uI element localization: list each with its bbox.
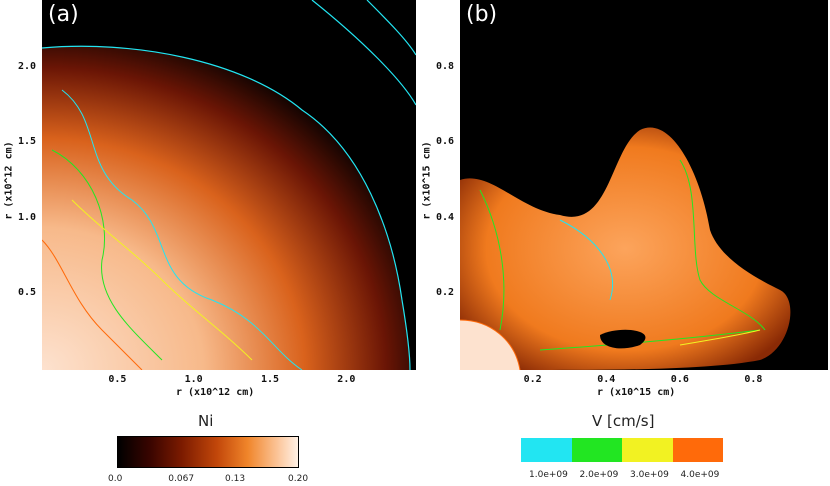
panel-b-field bbox=[460, 0, 828, 370]
y-tick-label: 0.8 bbox=[436, 60, 455, 72]
contour-yellow-b bbox=[679, 329, 761, 346]
x-tick-label: 1.5 bbox=[260, 374, 280, 385]
ni-colorbar-tick-label: 0.20 bbox=[288, 474, 309, 484]
contour-inner-cyan bbox=[61, 89, 303, 370]
panel-b-image: (b) bbox=[460, 0, 828, 370]
velocity-level-swatch bbox=[571, 438, 622, 462]
panel-b-ylabel: r (x10^15 cm) bbox=[421, 141, 433, 220]
y-tick-label: 0.5 bbox=[18, 287, 37, 299]
velocity-legend-title: V [cm/s] bbox=[592, 412, 655, 430]
velocity-level-swatch bbox=[672, 438, 723, 462]
y-tick-label: 0.6 bbox=[436, 136, 455, 148]
x-tick-label: 0.8 bbox=[744, 374, 763, 385]
velocity-legend bbox=[521, 438, 723, 462]
core-contour bbox=[460, 319, 521, 370]
ni-colorbar-title: Ni bbox=[198, 412, 214, 430]
panel-a-xlabel: r (x10^12 cm) bbox=[176, 387, 255, 398]
ejecta-plume bbox=[460, 127, 791, 370]
ejecta-region bbox=[42, 46, 410, 370]
y-tick-label: 0.2 bbox=[436, 287, 455, 299]
panel-b-xlabel: r (x10^15 cm) bbox=[597, 387, 676, 398]
contour-outer bbox=[42, 45, 411, 370]
ni-colorbar-tick-label: 0.067 bbox=[168, 474, 195, 484]
x-tick-label: 0.5 bbox=[108, 374, 127, 385]
panel-a-ylabel: r (x10^12 cm) bbox=[3, 141, 15, 220]
shock-arc-1 bbox=[311, 0, 416, 106]
contour-cyan-b bbox=[559, 219, 614, 301]
velocity-level-swatch bbox=[521, 438, 572, 462]
ni-colorbar-tick-label: 0.0 bbox=[108, 474, 123, 484]
y-tick-label: 2.0 bbox=[18, 60, 37, 72]
velocity-level-label: 1.0e+09 bbox=[529, 470, 568, 480]
panel-a-label: (a) bbox=[48, 2, 79, 27]
contour-green-b1 bbox=[479, 189, 505, 331]
contour-inner-green bbox=[51, 149, 163, 361]
panel-a-image: (a) bbox=[42, 0, 416, 370]
velocity-level-swatch bbox=[622, 438, 673, 462]
y-tick-label: 0.4 bbox=[436, 211, 455, 223]
contour-inner-yellow bbox=[71, 199, 253, 361]
y-tick-label: 1.0 bbox=[18, 211, 37, 223]
velocity-level-label: 3.0e+09 bbox=[630, 470, 669, 480]
panel-b-label: (b) bbox=[466, 2, 498, 27]
panel-a-field bbox=[42, 0, 416, 370]
contour-green-b3 bbox=[539, 329, 761, 351]
x-tick-label: 2.0 bbox=[337, 374, 356, 385]
velocity-level-label: 2.0e+09 bbox=[579, 470, 619, 480]
contour-inner-orange bbox=[42, 239, 143, 370]
shock-arc-2 bbox=[366, 0, 416, 56]
ni-colorbar bbox=[117, 436, 299, 468]
core-region bbox=[460, 320, 520, 370]
contour-green-b2 bbox=[679, 159, 766, 331]
x-tick-label: 0.2 bbox=[523, 374, 542, 385]
ni-colorbar-tick-label: 0.13 bbox=[225, 474, 246, 484]
x-tick-label: 0.4 bbox=[597, 374, 616, 385]
x-tick-label: 1.0 bbox=[184, 374, 203, 385]
dark-cavity bbox=[600, 329, 646, 349]
y-tick-label: 1.5 bbox=[18, 136, 37, 148]
x-tick-label: 0.6 bbox=[670, 374, 689, 385]
velocity-level-label: 4.0e+09 bbox=[680, 470, 720, 480]
